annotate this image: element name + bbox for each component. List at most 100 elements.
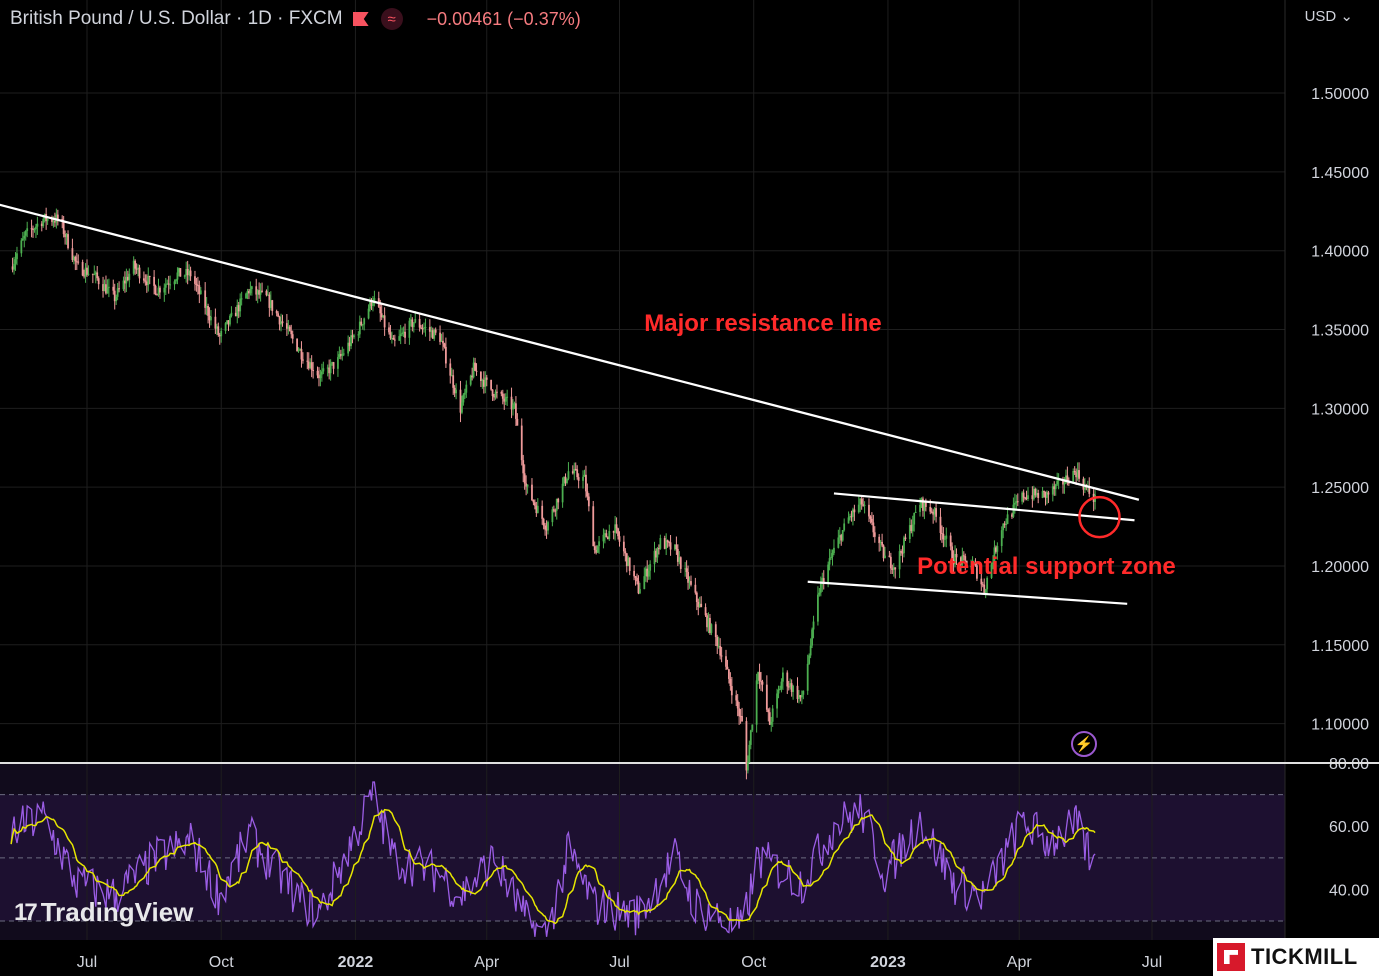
candle-body	[510, 396, 513, 410]
candle-body	[881, 541, 884, 546]
candle-body	[97, 278, 100, 285]
candle-body	[46, 218, 49, 222]
candle-body	[51, 218, 53, 222]
candle-body	[728, 669, 730, 679]
chart-header: British Pound / U.S. Dollar · 1D · FXCM …	[10, 8, 581, 30]
candle-body	[716, 637, 719, 647]
wave-icon[interactable]: ≈	[380, 8, 403, 30]
candle-body	[827, 564, 830, 584]
candle-body	[806, 663, 809, 691]
candle-body	[717, 645, 720, 647]
candle-body	[157, 287, 160, 296]
candle-body	[879, 541, 882, 544]
candle-body	[186, 268, 189, 276]
candle-body	[1027, 495, 1029, 499]
candle-body	[382, 315, 385, 318]
candle-body	[1024, 497, 1026, 499]
candle-body	[112, 286, 115, 291]
candle-body	[258, 290, 261, 295]
candle-body	[208, 315, 211, 321]
candle-body	[269, 300, 272, 308]
candle-body	[983, 584, 986, 593]
candle-body	[857, 504, 860, 513]
candle-body	[86, 267, 88, 275]
candle-body	[1037, 493, 1040, 499]
candle-body	[42, 219, 45, 227]
candle-body	[554, 510, 557, 512]
tradingview-mark-icon: 17	[14, 898, 38, 926]
candle-body	[485, 377, 488, 380]
candle-body	[684, 568, 687, 570]
candle-body	[94, 272, 97, 275]
lightning-icon[interactable]: ⚡	[1071, 731, 1097, 757]
candle-body	[434, 329, 437, 333]
candle-body	[1005, 523, 1008, 525]
candle-body	[516, 418, 519, 426]
candle-body	[357, 334, 360, 336]
candle-body	[105, 284, 107, 294]
candle-body	[850, 516, 853, 518]
candle-body	[841, 530, 844, 541]
candle-body	[240, 298, 243, 300]
candle-body	[863, 504, 866, 506]
candle-body	[361, 324, 364, 326]
candle-body	[267, 294, 269, 296]
candle-body	[164, 284, 167, 288]
candle-body	[472, 362, 475, 378]
candle-body	[1011, 514, 1013, 517]
candle-body	[935, 508, 937, 517]
candle-body	[767, 709, 770, 713]
candle-body	[75, 261, 78, 263]
trendline-channel-bottom	[807, 580, 1128, 605]
candle-body	[1066, 475, 1069, 483]
symbol-title[interactable]: British Pound / U.S. Dollar · 1D · FXCM	[10, 8, 343, 29]
currency-selector[interactable]: USD ⌄	[1305, 7, 1353, 25]
candle-body	[729, 678, 732, 687]
candle-body	[91, 273, 94, 275]
candle-body	[322, 368, 325, 372]
candle-body	[185, 268, 188, 276]
candle-body	[1016, 501, 1019, 503]
candle-body	[643, 576, 646, 590]
candle-body	[981, 584, 984, 586]
candle-body	[107, 286, 110, 288]
flag-icon[interactable]	[352, 11, 371, 27]
candle-body	[646, 568, 649, 577]
candle-body	[350, 335, 352, 347]
candle-body	[1067, 482, 1070, 484]
candle-body	[440, 340, 443, 342]
candle-body	[13, 263, 15, 270]
candle-body	[749, 730, 752, 745]
candle-body	[217, 326, 220, 336]
candle-body	[837, 537, 840, 548]
candle-body	[290, 330, 293, 335]
candle-body	[278, 316, 281, 325]
candle-body	[945, 535, 948, 539]
candle-body	[634, 576, 637, 578]
candle-body	[831, 553, 834, 557]
candle-body	[194, 276, 196, 284]
candle-body	[96, 272, 99, 279]
candle-body	[961, 555, 964, 565]
candle-body	[776, 693, 778, 709]
candle-body	[169, 284, 172, 286]
candle-body	[452, 375, 455, 388]
candle-body	[1003, 523, 1006, 525]
candle-body	[853, 509, 856, 513]
candle-body	[351, 335, 354, 338]
candle-body	[297, 350, 300, 352]
candle-body	[657, 548, 660, 550]
candle-body	[614, 524, 617, 533]
candle-body	[1015, 501, 1018, 503]
candle-body	[929, 506, 932, 512]
candle-body	[561, 483, 564, 503]
chart-annotation: Potential support zone	[917, 553, 1176, 580]
candle-body	[166, 283, 169, 285]
candle-body	[126, 276, 129, 280]
candle-body	[296, 338, 298, 352]
tradingview-wordmark: TradingView	[40, 897, 194, 927]
candle-body	[1082, 478, 1085, 490]
candle-body	[250, 286, 253, 290]
candle-body	[469, 375, 472, 385]
